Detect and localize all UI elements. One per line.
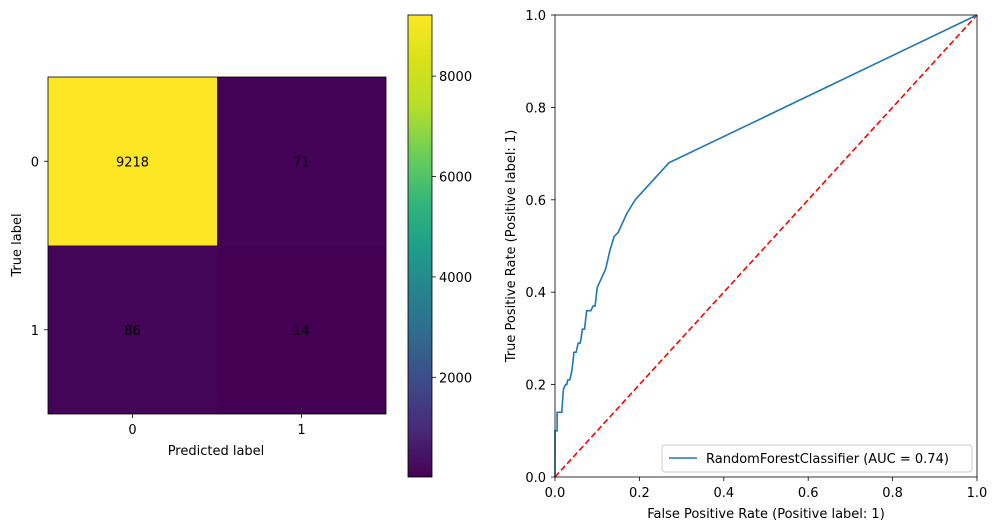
roc-x-axis-label: False Positive Rate (Positive label: 1) — [647, 507, 885, 522]
cm-cell — [48, 245, 217, 414]
confusion-matrix-x-axis-label: Predicted label — [168, 444, 265, 459]
roc-x-tick-label: 0.8 — [882, 486, 903, 501]
colorbar-ticks: 2000 4000 6000 8000 — [432, 70, 472, 386]
cm-x-tick-label: 0 — [128, 423, 136, 438]
roc-chart: 0.0 0.2 0.4 0.6 0.8 1.0 0.0 0.2 0.4 0.6 0.8 1.0 Fal… — [504, 9, 987, 522]
confusion-matrix-chart: 9218 71 86 14 0 1 0 1 Predicted label True lab… — [10, 76, 387, 459]
roc-y-tick-label: 0.0 — [525, 471, 546, 486]
roc-legend: RandomForestClassifier (AUC = 0.74) — [661, 444, 973, 473]
cm-value-label: 86 — [124, 324, 141, 339]
roc-y-axis-label: True Positive Rate (Positive label: 1) — [504, 130, 519, 364]
legend-box — [661, 444, 973, 473]
colorbar-tick-label: 4000 — [439, 271, 472, 286]
colorbar-tick-label: 6000 — [439, 171, 472, 186]
cm-value-label: 71 — [293, 155, 310, 170]
cm-value-label: 9218 — [116, 155, 149, 170]
cm-y-tick-label: 0 — [31, 155, 39, 170]
roc-axes: 0.0 0.2 0.4 0.6 0.8 1.0 0.0 0.2 0.4 0.6 0.8 1.0 — [525, 9, 987, 501]
roc-x-tick-label: 0.4 — [713, 486, 734, 501]
cm-x-tick-label: 1 — [297, 423, 305, 438]
legend-entry-label: RandomForestClassifier (AUC = 0.74) — [706, 452, 949, 467]
chance-diagonal-line — [554, 14, 978, 478]
cm-frame — [47, 76, 387, 415]
cm-y-tick-label: 1 — [31, 324, 39, 339]
roc-y-tick-label: 0.6 — [525, 194, 546, 209]
roc-series — [554, 14, 978, 478]
cm-value-label: 14 — [293, 324, 310, 339]
confusion-matrix-y-axis-label: True label — [10, 213, 25, 277]
roc-y-tick-label: 0.8 — [525, 101, 546, 116]
roc-curve-line — [554, 14, 978, 477]
roc-plot-frame — [554, 14, 978, 478]
roc-y-tick-label: 0.4 — [525, 286, 546, 301]
cm-cell — [48, 77, 217, 246]
roc-x-tick-label: 1.0 — [967, 486, 988, 501]
roc-x-tick-label: 0.2 — [629, 486, 650, 501]
confusion-matrix-cells — [48, 77, 386, 414]
roc-y-tick-label: 0.2 — [525, 379, 546, 394]
roc-x-tick-label: 0.0 — [545, 486, 566, 501]
colorbar-gradient — [407, 14, 433, 478]
confusion-matrix-values: 9218 71 86 14 — [116, 155, 310, 339]
confusion-matrix-axes: 0 1 0 1 — [31, 76, 387, 438]
colorbar-tick-label: 8000 — [439, 70, 472, 85]
roc-x-tick-label: 0.6 — [798, 486, 819, 501]
roc-y-tick-label: 1.0 — [525, 9, 546, 24]
colorbar-tick-label: 2000 — [439, 371, 472, 386]
cm-cell — [217, 245, 386, 414]
cm-cell — [217, 77, 386, 246]
colorbar: 2000 4000 6000 8000 — [407, 14, 472, 478]
